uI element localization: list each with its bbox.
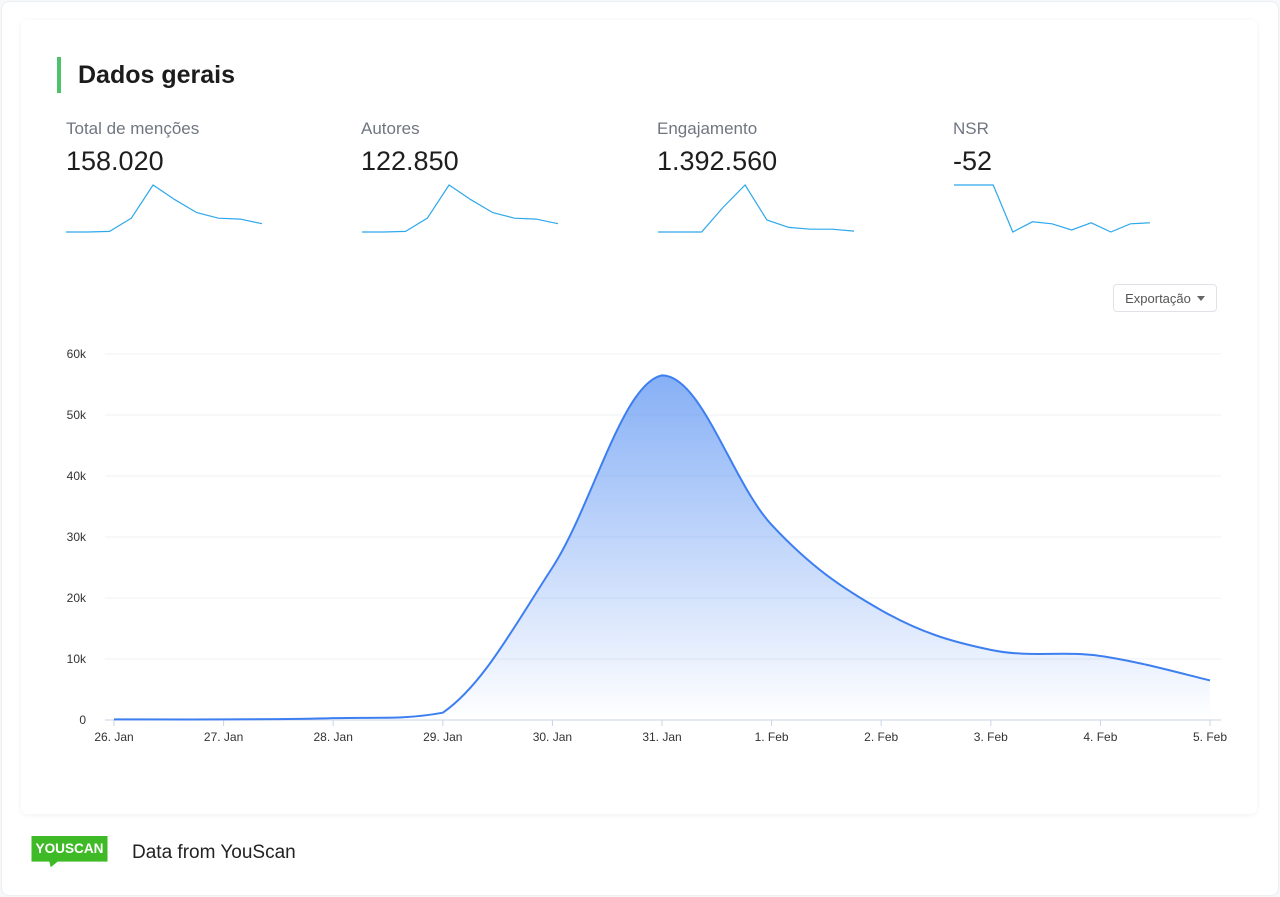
x-tick-label: 2. Feb	[864, 730, 898, 744]
sparkline-series	[66, 184, 263, 233]
metric-label: Engajamento	[657, 119, 758, 138]
x-tick-label: 28. Jan	[314, 730, 353, 744]
x-tick-label: 29. Jan	[423, 730, 462, 744]
x-tick-label: 31. Jan	[642, 730, 681, 744]
sparkline-engagement	[658, 184, 855, 233]
metric-total-mentions: Total de menções 158.020	[66, 119, 306, 176]
sparkline-series	[954, 184, 1151, 233]
sparkline-series	[362, 184, 559, 233]
x-tick-label: 3. Feb	[974, 730, 1008, 744]
area-fill	[114, 375, 1210, 720]
metric-nsr: NSR -52	[953, 119, 1193, 176]
export-dropdown-button[interactable]: Exportação	[1113, 284, 1217, 312]
x-tick-label: 26. Jan	[94, 730, 133, 744]
y-tick-label: 10k	[67, 652, 87, 666]
x-tick-label: 4. Feb	[1083, 730, 1117, 744]
metric-authors: Autores 122.850	[361, 119, 601, 176]
metric-value: 158.020	[66, 146, 164, 176]
metric-value: 122.850	[361, 146, 459, 176]
metric-engagement: Engajamento 1.392.560	[657, 119, 897, 176]
y-tick-label: 20k	[67, 591, 87, 605]
sparkline-authors	[362, 184, 559, 233]
x-tick-label: 27. Jan	[204, 730, 243, 744]
metric-label: NSR	[953, 119, 989, 138]
export-button-label: Exportação	[1125, 290, 1191, 306]
x-tick-label: 1. Feb	[755, 730, 789, 744]
y-tick-label: 0	[79, 713, 86, 727]
data-source-text: Data from YouScan	[132, 842, 296, 863]
sparkline-series	[658, 184, 855, 233]
y-tick-label: 60k	[67, 347, 87, 361]
sparkline-nsr	[954, 184, 1151, 233]
youscan-logo: YOUSCAN	[31, 836, 108, 868]
metric-label: Autores	[361, 119, 420, 138]
x-tick-label: 30. Jan	[533, 730, 572, 744]
y-tick-label: 40k	[67, 469, 87, 483]
mentions-series-line	[113, 374, 1211, 721]
metric-value: 1.392.560	[657, 146, 778, 176]
metric-value: -52	[953, 146, 993, 176]
y-tick-label: 50k	[67, 408, 87, 422]
y-tick-label: 30k	[67, 530, 87, 544]
section-title: Dados gerais	[57, 57, 235, 93]
logo-text: YOUSCAN	[36, 841, 104, 856]
caret-down-icon	[1196, 295, 1205, 301]
metric-label: Total de menções	[66, 119, 200, 138]
x-tick-label: 5. Feb	[1193, 730, 1227, 744]
sparkline-total-mentions	[66, 184, 263, 233]
